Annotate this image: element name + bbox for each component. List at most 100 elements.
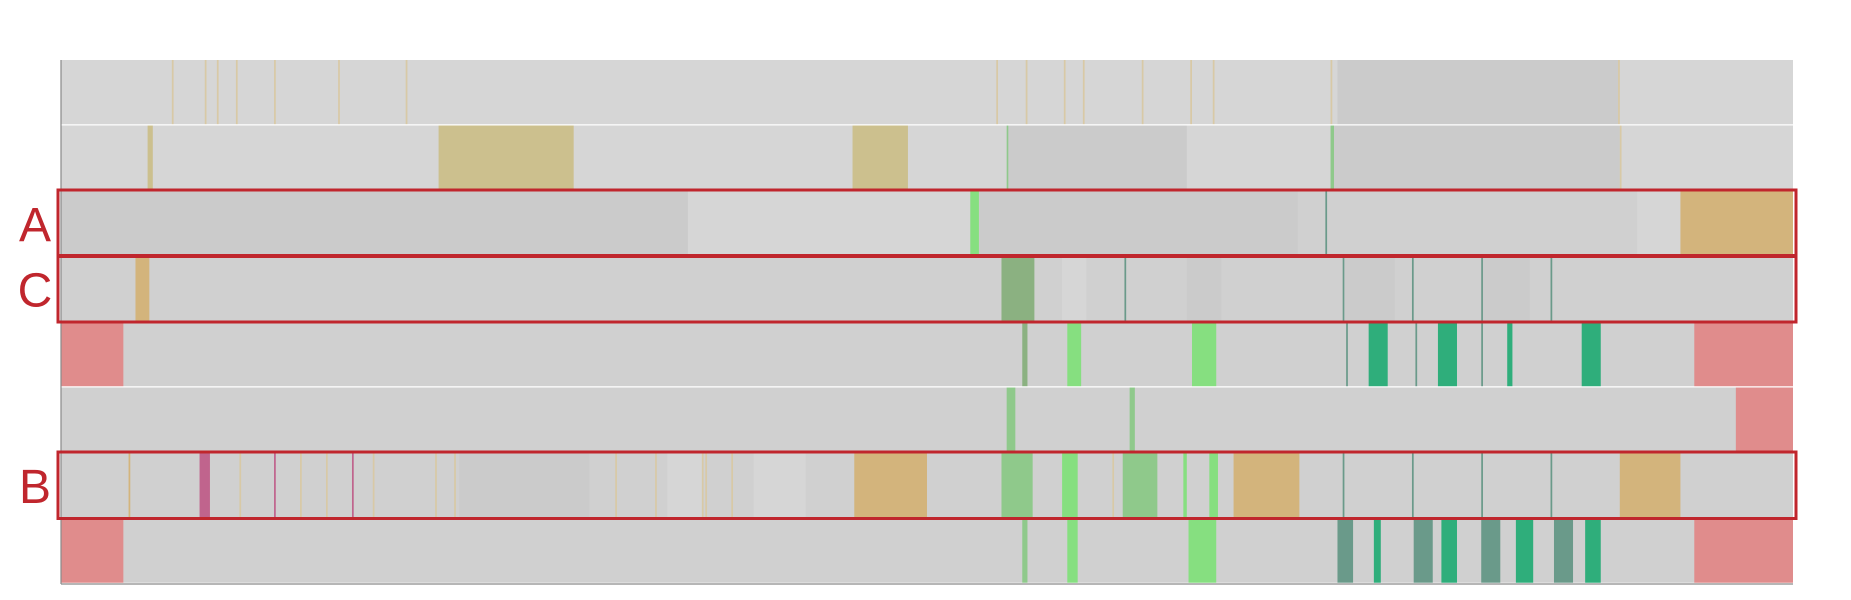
segment [753, 453, 806, 518]
segment [1112, 453, 1115, 518]
highlight-label: C [18, 264, 53, 317]
segment [1334, 125, 1620, 190]
segment [1001, 256, 1035, 321]
segment [171, 60, 174, 125]
segment [239, 453, 242, 518]
segment [1330, 125, 1335, 190]
segment [1415, 322, 1418, 387]
segment [1330, 60, 1333, 125]
highlight-b: B [19, 450, 1798, 520]
segment [351, 453, 354, 518]
segment [1735, 387, 1793, 452]
segment [1481, 518, 1501, 583]
highlight-box [56, 254, 1798, 324]
segment [705, 453, 708, 518]
segment [1209, 453, 1218, 518]
segment [1006, 125, 1009, 190]
segment [701, 453, 704, 518]
segment [1122, 453, 1158, 518]
segment [1619, 453, 1681, 518]
segment [1063, 60, 1066, 125]
segment [1550, 453, 1553, 518]
segment [1082, 60, 1085, 125]
segment [687, 191, 971, 256]
segment [1325, 191, 1328, 256]
segment [1025, 60, 1028, 125]
track-5 [61, 322, 1793, 388]
segment [1344, 256, 1395, 321]
segment [147, 125, 153, 190]
segment [1694, 322, 1793, 387]
highlight-label: A [19, 199, 51, 252]
segment [1183, 453, 1187, 518]
segment [970, 191, 979, 256]
segment [1373, 518, 1381, 583]
segment [1585, 518, 1601, 583]
segment [1553, 518, 1574, 583]
segment [1067, 518, 1078, 583]
segment [1342, 453, 1345, 518]
segment [459, 453, 590, 518]
segment [1618, 60, 1620, 125]
segment [1411, 453, 1414, 518]
segment [1190, 60, 1192, 125]
segment [1001, 453, 1033, 518]
segment [61, 191, 688, 256]
segment [1022, 322, 1028, 387]
segment [1481, 322, 1483, 387]
segment [1680, 191, 1793, 256]
segment [135, 256, 150, 321]
segment [61, 387, 1793, 452]
tracks [61, 60, 1793, 585]
track-4 [61, 256, 1793, 323]
segment [1141, 60, 1144, 125]
segment [1368, 322, 1388, 387]
segment [1481, 453, 1483, 518]
segment [216, 60, 219, 125]
segment [435, 453, 437, 518]
track-3 [61, 191, 1793, 257]
segment [854, 453, 927, 518]
segment [326, 453, 328, 518]
segment [274, 60, 276, 125]
segment [235, 60, 238, 125]
segment [61, 322, 1793, 387]
segment [199, 453, 210, 518]
segment [1062, 453, 1078, 518]
segment [1694, 518, 1793, 583]
segment [204, 60, 207, 125]
segment [1233, 453, 1300, 518]
highlight-label: B [19, 461, 51, 514]
segment [1441, 518, 1457, 583]
segment [1186, 256, 1222, 321]
segment [978, 191, 1298, 256]
segment [338, 60, 340, 125]
track-6 [61, 387, 1793, 454]
segment [1192, 322, 1217, 387]
segment [655, 453, 657, 518]
segment [996, 60, 999, 125]
segment [667, 453, 702, 518]
segment [1481, 256, 1483, 321]
segment [1550, 256, 1553, 321]
segment [1482, 256, 1530, 321]
segment [1062, 256, 1087, 321]
segment [1342, 256, 1345, 321]
segment [1637, 191, 1681, 256]
highlight-boxes: AC B [18, 188, 1798, 520]
segment [852, 125, 908, 190]
highlight-box [56, 450, 1798, 520]
segment [274, 453, 276, 518]
segment [1006, 387, 1016, 452]
segment [615, 453, 617, 518]
segment [1437, 322, 1457, 387]
segment [1346, 322, 1348, 387]
segment [1124, 256, 1127, 321]
segment [300, 453, 302, 518]
segment [454, 453, 456, 518]
segment [1337, 518, 1354, 583]
segment [1619, 125, 1622, 190]
segment [1515, 518, 1534, 583]
segment [1507, 322, 1513, 387]
